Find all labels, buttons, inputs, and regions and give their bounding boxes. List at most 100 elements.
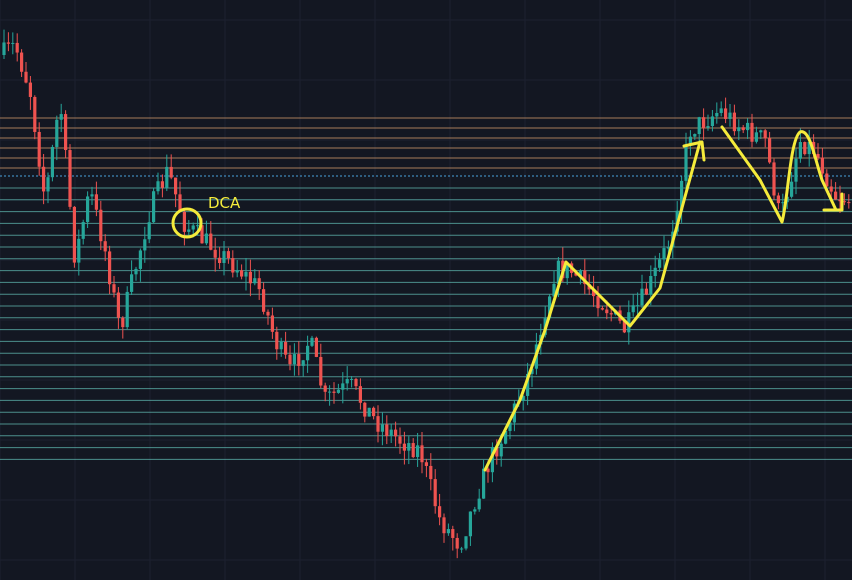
candle-body <box>2 42 6 55</box>
candle-body <box>86 196 90 223</box>
candle-body <box>666 247 670 249</box>
candle-body <box>37 131 41 167</box>
trend-arrow-up <box>483 140 702 472</box>
candle-body <box>33 96 37 132</box>
candle-body <box>688 136 692 145</box>
candle-body <box>156 181 160 192</box>
candle-body <box>226 251 230 259</box>
candle-body <box>138 250 142 269</box>
candle-body <box>50 146 54 178</box>
candle-body <box>134 268 138 275</box>
candle-body <box>103 241 107 252</box>
candle-body <box>477 498 481 510</box>
candle-body <box>565 263 569 279</box>
candle-body <box>341 383 345 390</box>
candle-body <box>847 202 851 204</box>
dca-circle <box>171 207 203 239</box>
candle-body <box>825 173 829 187</box>
candle-body <box>196 225 200 227</box>
candle-body <box>759 130 763 133</box>
candle-body <box>253 278 257 284</box>
candle-body <box>724 108 728 119</box>
candle-body <box>548 296 552 319</box>
candle-body <box>394 429 398 437</box>
candle-body <box>204 233 208 244</box>
candle-body <box>42 166 46 192</box>
candle-body <box>213 249 217 258</box>
candle-body <box>411 443 415 458</box>
candle-body <box>693 134 697 137</box>
candle-body <box>310 337 314 346</box>
candle-body <box>112 284 116 293</box>
candle-body <box>750 122 754 142</box>
candle-body <box>526 373 530 396</box>
candle-body <box>662 248 666 260</box>
candle-body <box>174 177 178 195</box>
candle-body <box>116 292 120 318</box>
candle-body <box>697 117 701 135</box>
candle-body <box>658 259 662 268</box>
candle-body <box>728 112 732 119</box>
candle-body <box>622 320 626 333</box>
candle-body <box>438 506 442 518</box>
candle-body <box>350 378 354 380</box>
candle-body <box>798 142 802 159</box>
candle-body <box>794 158 798 182</box>
candle-body <box>644 288 648 295</box>
candle-body <box>442 517 446 534</box>
candle-body <box>495 447 499 457</box>
candle-body <box>81 222 85 239</box>
candle-body <box>380 424 384 432</box>
candle-body <box>68 150 72 207</box>
candle-body <box>446 529 450 534</box>
candle-body <box>182 211 186 232</box>
candle-body <box>468 511 472 537</box>
candle-body <box>829 186 833 192</box>
candle-body <box>416 445 420 458</box>
candle-body <box>160 181 164 188</box>
candle-body <box>11 42 15 44</box>
candle-body <box>530 368 534 374</box>
candle-body <box>596 296 600 309</box>
candle-body <box>486 468 490 473</box>
candle-body <box>451 529 455 538</box>
candle-body <box>275 331 279 350</box>
candle-body <box>424 462 428 466</box>
arrow-head <box>682 140 706 162</box>
candle-body <box>389 429 393 437</box>
candle-body <box>455 537 459 549</box>
candle-body <box>746 122 750 131</box>
candle-body <box>763 130 767 139</box>
candle-body <box>732 112 736 132</box>
candle-body <box>191 225 195 230</box>
candle-body <box>367 407 371 417</box>
candle-body <box>169 166 173 178</box>
candle-body <box>244 271 248 277</box>
candle-body <box>336 389 340 393</box>
candle-body <box>482 468 486 499</box>
candle-body <box>130 274 134 292</box>
candle-body <box>20 52 24 72</box>
candle-body <box>266 311 270 316</box>
candle-body <box>710 116 714 127</box>
candle-body <box>15 42 19 53</box>
candle-body <box>556 260 560 284</box>
candle-body <box>490 447 494 473</box>
trend-arrow-down <box>720 125 838 224</box>
candle-body <box>314 337 318 357</box>
candle-body <box>248 271 252 284</box>
candle-body <box>600 308 604 310</box>
candle-body <box>741 127 745 131</box>
candle-body <box>6 42 10 44</box>
candle-body <box>187 229 191 232</box>
annotation-label: DCA <box>208 194 241 212</box>
candle-body <box>684 144 688 181</box>
candle-body <box>257 278 261 290</box>
drawings <box>171 125 844 472</box>
candle-body <box>90 194 94 197</box>
candle-body <box>578 270 582 276</box>
candle-body <box>574 272 578 276</box>
